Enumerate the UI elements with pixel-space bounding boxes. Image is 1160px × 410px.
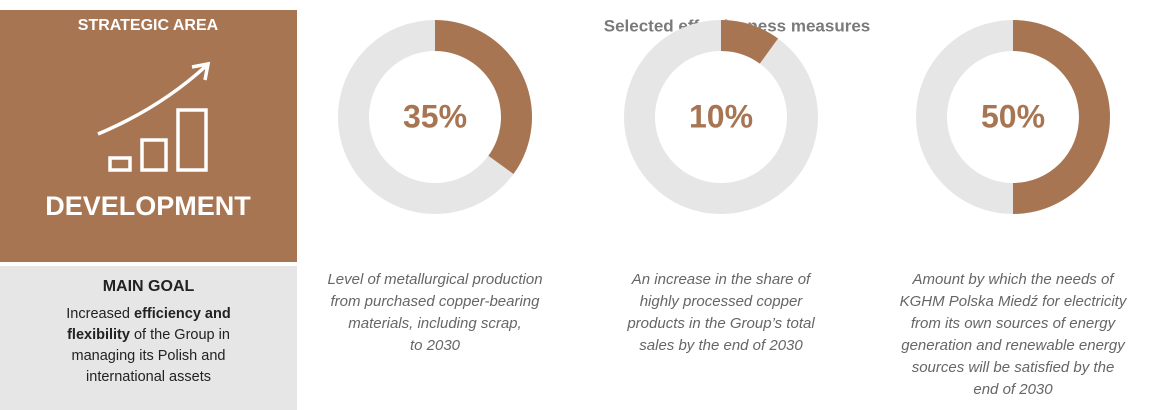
donut-segment — [435, 20, 532, 175]
donut-caption: generation and renewable energy — [901, 337, 1126, 354]
donut-caption: highly processed copper — [640, 293, 804, 310]
growth-icon — [97, 61, 211, 172]
donut-caption: sales by the end of 2030 — [639, 337, 803, 354]
goal-text-part: efficiency and flexibility — [67, 306, 231, 343]
donut-caption: to 2030 — [410, 337, 461, 354]
donut-caption: from purchased copper-bearing — [330, 293, 540, 310]
area-label: STRATEGIC AREA — [78, 17, 219, 34]
goal-text-part: of the Group in managing its Polish and … — [71, 327, 230, 385]
donut-caption: products in the Group’s total — [626, 315, 815, 332]
donut-value-label: 10% — [689, 98, 753, 134]
donut-segment — [1013, 20, 1110, 214]
goal-title: MAIN GOAL — [102, 278, 195, 295]
donut-caption: from its own sources of energy — [911, 315, 1117, 332]
area-heading: DEVELOPMENT — [45, 191, 251, 221]
donut-caption: An increase in the share of — [631, 271, 812, 288]
donut-value-label: 35% — [403, 98, 467, 134]
donut-caption: Amount by which the needs of — [912, 271, 1116, 288]
area-graphic: STRATEGIC AREA DEVELOPMENT — [45, 17, 251, 221]
donut-caption: Level of metallurgical production — [327, 271, 542, 288]
donut-caption: materials, including scrap, — [348, 315, 521, 332]
donut-value-label: 50% — [981, 98, 1045, 134]
donut-caption: KGHM Polska Miedź for electricity — [900, 293, 1128, 310]
donut-caption: sources will be satisfied by the — [912, 359, 1115, 376]
charts: Selected effectiveness measures 35%Level… — [327, 16, 1128, 398]
goal-text-part: Increased — [66, 306, 134, 322]
main-goal-box: MAIN GOAL Increased efficiency and flexi… — [0, 266, 297, 410]
strategic-area-box: STRATEGIC AREA DEVELOPMENT — [0, 10, 297, 262]
donut-caption: end of 2030 — [973, 381, 1053, 398]
donut-segment — [721, 20, 779, 64]
goal-text: Increased efficiency and flexibility of … — [49, 304, 249, 388]
